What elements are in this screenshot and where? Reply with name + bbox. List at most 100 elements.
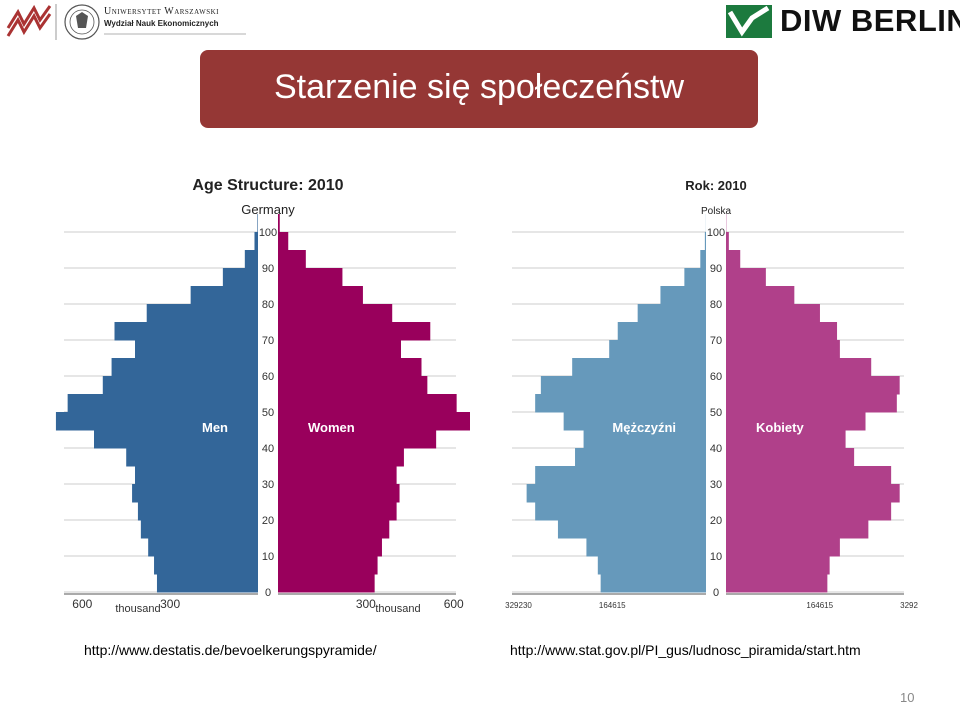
bar-left-age-50	[68, 394, 258, 413]
x-tick-label-right: 329230	[900, 601, 918, 610]
bar-right-age-90	[726, 250, 740, 269]
bar-right-age-30	[726, 466, 891, 485]
bar-left-age-90	[700, 250, 706, 269]
bar-left-age-65	[135, 340, 258, 359]
bar-right-age-50	[278, 394, 457, 413]
right-series-label: Women	[308, 420, 355, 435]
bar-left-age-20	[138, 502, 258, 521]
bar-left-age-25	[132, 484, 258, 503]
bar-right-age-0	[726, 574, 827, 593]
bar-right-age-10	[278, 538, 382, 557]
bar-right-age-0	[278, 574, 375, 593]
bar-left-age-55	[541, 376, 706, 395]
bar-right-age-20	[726, 502, 891, 521]
source-link-germany[interactable]: http://www.destatis.de/bevoelkerungspyra…	[84, 642, 377, 658]
age-tick-label: 10	[262, 551, 274, 563]
bar-left-age-55	[103, 376, 258, 395]
bar-left-age-80	[660, 286, 706, 305]
bar-right-age-50	[726, 394, 897, 413]
age-tick-label: 60	[262, 371, 274, 383]
bar-left-age-15	[141, 520, 258, 539]
bar-left-age-95	[254, 232, 258, 251]
bar-left-age-75	[638, 304, 706, 323]
bar-left-age-85	[684, 268, 706, 287]
bar-right-age-35	[726, 448, 854, 467]
bar-left-age-50	[535, 394, 706, 413]
left-series-label: Mężczyźni	[612, 420, 676, 435]
bar-left-age-10	[586, 538, 706, 557]
x-tick-label-right: 300	[356, 597, 376, 611]
bar-right-age-85	[278, 268, 342, 287]
bar-left-age-65	[609, 340, 706, 359]
x-tick-label-left: 300	[160, 597, 180, 611]
chart-title: Age Structure: 2010	[192, 177, 343, 194]
age-tick-label: 20	[262, 515, 274, 527]
bar-left-age-5	[154, 556, 258, 575]
age-tick-label: 70	[710, 335, 722, 347]
bar-left-age-20	[535, 502, 706, 521]
bar-left-age-90	[245, 250, 258, 269]
bar-right-age-60	[278, 358, 422, 377]
x-tick-label-left: 164615	[599, 601, 626, 610]
bar-left-age-0	[601, 574, 706, 593]
bar-right-age-35	[278, 448, 404, 467]
bar-left-age-0	[157, 574, 258, 593]
x-unit-label-right: thousand	[375, 603, 420, 615]
poland-population-pyramid: Rok: 2010Polska0102030405060708090100329…	[498, 174, 918, 620]
bar-left-age-5	[598, 556, 706, 575]
bar-right-age-10	[726, 538, 840, 557]
bar-left-age-60	[572, 358, 706, 377]
age-tick-label: 10	[710, 551, 722, 563]
bar-right-age-55	[726, 376, 900, 395]
bar-right-age-45	[278, 412, 470, 431]
bar-left-age-35	[575, 448, 706, 467]
university-name: Uniwersytet Warszawski	[104, 6, 219, 17]
bar-left-age-60	[112, 358, 258, 377]
age-tick-label: 50	[262, 407, 274, 419]
bar-left-age-70	[618, 322, 706, 341]
age-tick-label: 0	[265, 587, 271, 599]
diw-logo-text: DIW BERLIN	[780, 3, 960, 39]
bar-right-age-70	[726, 322, 837, 341]
bar-right-age-60	[726, 358, 871, 377]
bar-right-age-80	[726, 286, 794, 305]
bar-right-age-95	[726, 232, 729, 251]
bar-right-age-55	[278, 376, 427, 395]
bar-right-age-70	[278, 322, 430, 341]
x-tick-label-right: 600	[444, 597, 464, 611]
bar-right-age-95	[278, 232, 288, 251]
bar-right-age-65	[278, 340, 401, 359]
age-tick-label: 80	[262, 299, 274, 311]
bar-left-age-75	[147, 304, 258, 323]
x-unit-label-left: thousand	[115, 603, 160, 615]
age-tick-label: 100	[707, 227, 725, 239]
age-tick-label: 90	[262, 263, 274, 275]
bar-right-age-20	[278, 502, 397, 521]
right-series-label: Kobiety	[756, 420, 804, 435]
age-tick-label: 90	[710, 263, 722, 275]
age-tick-label: 80	[710, 299, 722, 311]
bar-right-age-5	[278, 556, 378, 575]
bar-right-age-80	[278, 286, 363, 305]
age-tick-label: 40	[710, 443, 722, 455]
bar-right-age-25	[726, 484, 900, 503]
left-series-label: Men	[202, 420, 228, 435]
faculty-name: Wydział Nauk Ekonomicznych	[104, 19, 219, 28]
x-tick-label-left: 600	[72, 597, 92, 611]
source-link-poland[interactable]: http://www.stat.gov.pl/PI_gus/ludnosc_pi…	[510, 642, 861, 658]
bar-right-age-100	[278, 214, 280, 233]
bar-right-age-75	[278, 304, 392, 323]
bar-left-age-35	[126, 448, 258, 467]
bar-left-age-30	[535, 466, 706, 485]
germany-population-pyramid: Age Structure: 2010Germany01020304050607…	[50, 174, 470, 620]
age-tick-label: 100	[259, 227, 277, 239]
bar-right-age-15	[278, 520, 389, 539]
bar-left-age-30	[135, 466, 258, 485]
bar-right-age-75	[726, 304, 820, 323]
bar-right-age-40	[278, 430, 436, 449]
bar-right-age-5	[726, 556, 830, 575]
age-tick-label: 60	[710, 371, 722, 383]
age-tick-label: 20	[710, 515, 722, 527]
bar-left-age-15	[558, 520, 706, 539]
age-tick-label: 40	[262, 443, 274, 455]
